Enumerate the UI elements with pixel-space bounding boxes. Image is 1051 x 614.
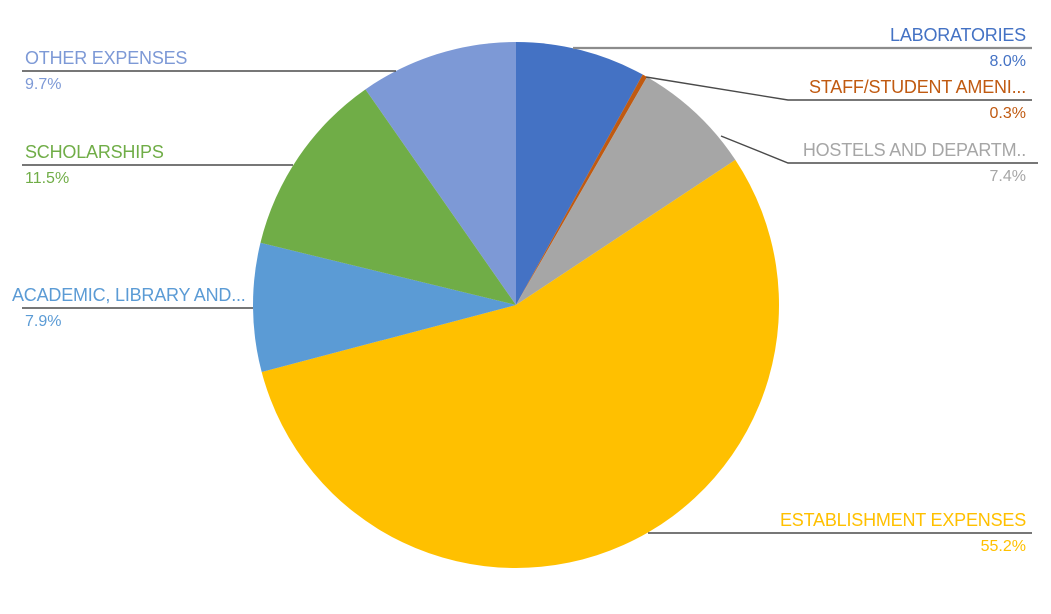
pie-slice-other-expenses[interactable] xyxy=(365,42,516,305)
pie-slice-laboratories[interactable] xyxy=(516,42,643,305)
slice-label-establishment-expenses: ESTABLISHMENT EXPENSES xyxy=(779,510,1026,530)
slice-percent-scholarships: 11.5% xyxy=(25,170,70,187)
leader-line-hostels-and-departments xyxy=(720,135,1038,164)
pie-slice-hostels-and-departments[interactable] xyxy=(516,76,736,306)
slice-label-other-expenses: OTHER EXPENSES xyxy=(25,48,188,68)
slice-label-laboratories: LABORATORIES xyxy=(890,25,1026,45)
leader-line-staff-student-amenities xyxy=(645,76,1032,101)
leader-lines xyxy=(22,46,1038,534)
pie-slice-scholarships[interactable] xyxy=(260,89,516,305)
pie-slice-academic-library[interactable] xyxy=(253,242,516,372)
slice-percent-hostels-and-departments: 7.4% xyxy=(989,168,1026,185)
slice-label-hostels-and-departments: HOSTELS AND DEPARTM.. xyxy=(802,140,1026,160)
slice-percent-academic-library: 7.9% xyxy=(25,313,62,330)
slice-percent-establishment-expenses: 55.2% xyxy=(980,538,1026,555)
pie-slice-staff-student-amenities[interactable] xyxy=(516,74,648,305)
slice-percent-laboratories: 8.0% xyxy=(989,53,1026,70)
slice-percent-other-expenses: 9.7% xyxy=(25,76,62,93)
slice-label-staff-student-amenities: STAFF/STUDENT AMENI... xyxy=(809,77,1026,97)
pie-slices xyxy=(253,42,780,569)
slice-label-academic-library: ACADEMIC, LIBRARY AND... xyxy=(12,285,246,305)
slice-label-scholarships: SCHOLARSHIPS xyxy=(25,142,164,162)
slice-percent-staff-student-amenities: 0.3% xyxy=(989,105,1026,122)
pie-slice-establishment-expenses[interactable] xyxy=(261,159,780,569)
